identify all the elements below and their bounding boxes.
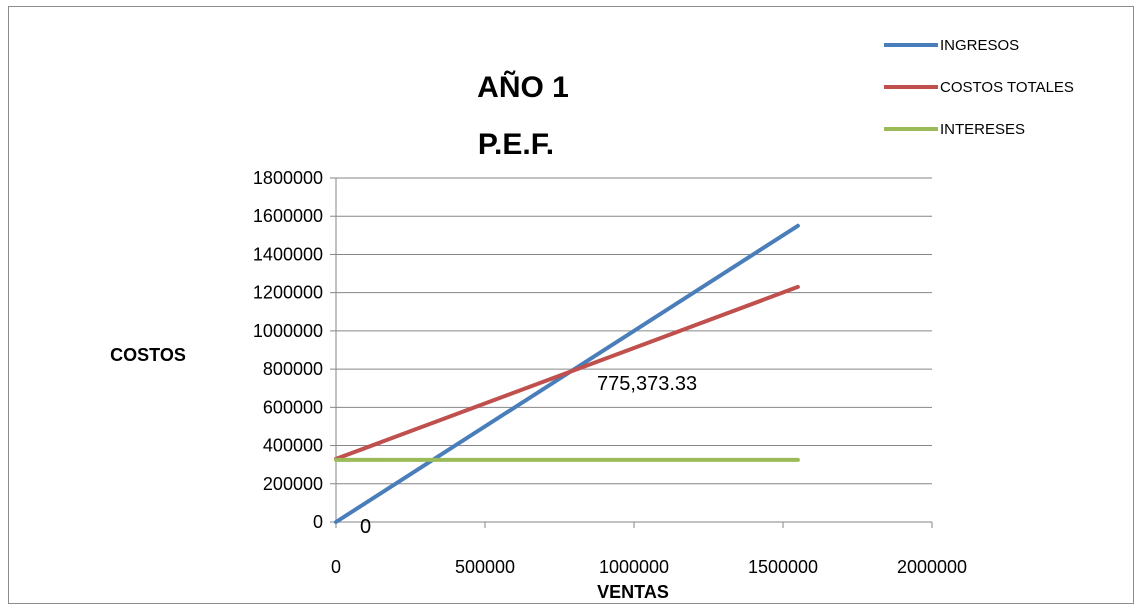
tick-labels: 0 200000 400000 600000 800000 1000000 1200000 1… xyxy=(253,168,967,577)
series-line-costos-totales xyxy=(334,284,800,461)
x-tick-label: 0 xyxy=(331,557,341,577)
y-tick-label: 1600000 xyxy=(253,206,323,226)
x-axis-title: VENTAS xyxy=(597,582,669,602)
breakeven-label: 775,373.33 xyxy=(597,373,697,395)
y-axis-title: COSTOS xyxy=(110,345,186,365)
axes xyxy=(330,177,933,528)
y-tick-label: 200000 xyxy=(263,474,323,494)
y-tick-label: 400000 xyxy=(263,436,323,456)
y-tick-label: 1800000 xyxy=(253,168,323,188)
series-lines xyxy=(334,223,800,524)
chart-frame xyxy=(8,6,1134,604)
chart-title-line1: AÑO 1 xyxy=(477,70,569,104)
legend-label: COSTOS TOTALES xyxy=(940,79,1074,96)
grid xyxy=(336,177,932,485)
y-tick-label: 1400000 xyxy=(253,244,323,264)
x-tick-label: 1000000 xyxy=(599,557,669,577)
y-tick-label: 0 xyxy=(313,512,323,532)
y-tick-label: 600000 xyxy=(263,397,323,417)
legend-label: INTERESES xyxy=(940,121,1025,138)
chart-title-line2: P.E.F. xyxy=(478,128,554,161)
x-tick-label: 500000 xyxy=(455,557,515,577)
annotations: 775,373.33 0 xyxy=(360,373,697,538)
legend-label: INGRESOS xyxy=(940,37,1019,54)
origin-label: 0 xyxy=(360,516,371,538)
legend: INGRESOS COSTOS TOTALES INTERESES xyxy=(884,37,1074,138)
y-tick-label: 1000000 xyxy=(253,321,323,341)
y-tick-label: 800000 xyxy=(263,359,323,379)
y-tick-label: 1200000 xyxy=(253,283,323,303)
x-tick-label: 1500000 xyxy=(748,557,818,577)
x-tick-label: 2000000 xyxy=(897,557,967,577)
